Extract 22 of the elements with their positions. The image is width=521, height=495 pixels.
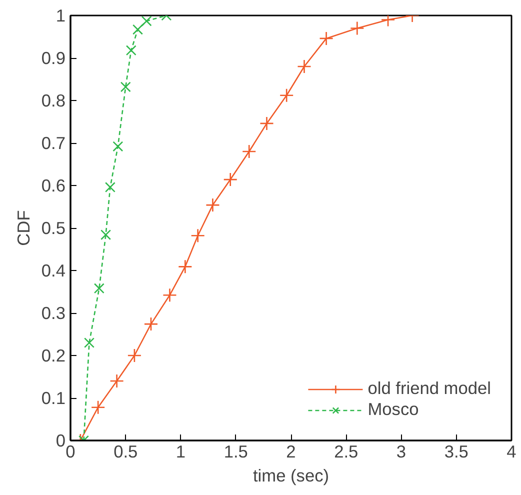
x-tick-label: 2: [286, 442, 296, 462]
x-tick-label: 3: [396, 442, 406, 462]
y-tick-label: 0.2: [41, 346, 66, 366]
legend-label: old friend model: [368, 378, 491, 399]
y-tick-label: 0.3: [41, 303, 66, 323]
y-tick-label: 0.4: [41, 260, 66, 280]
y-tick-label: 0.6: [41, 176, 66, 196]
x-tick-label: 1.5: [224, 442, 248, 462]
x-tick-label: 1: [176, 442, 186, 462]
y-tick-label: 0.5: [41, 218, 66, 238]
y-axis-title: CDF: [13, 210, 34, 246]
y-tick-label: 0.1: [41, 388, 66, 408]
y-tick-label: 0.7: [41, 133, 66, 153]
y-tick-label: 1: [56, 6, 66, 26]
x-tick-label: 4: [506, 442, 517, 462]
x-axis-title: time (sec): [252, 466, 330, 486]
y-tick-label: 0.9: [41, 48, 66, 68]
x-tick-label: 0.5: [114, 442, 138, 462]
y-tick-label: 0.8: [41, 90, 66, 110]
x-tick-label: 3.5: [444, 442, 468, 462]
legend-label: Mosco: [368, 399, 419, 420]
x-tick-label: 2.5: [334, 442, 358, 462]
